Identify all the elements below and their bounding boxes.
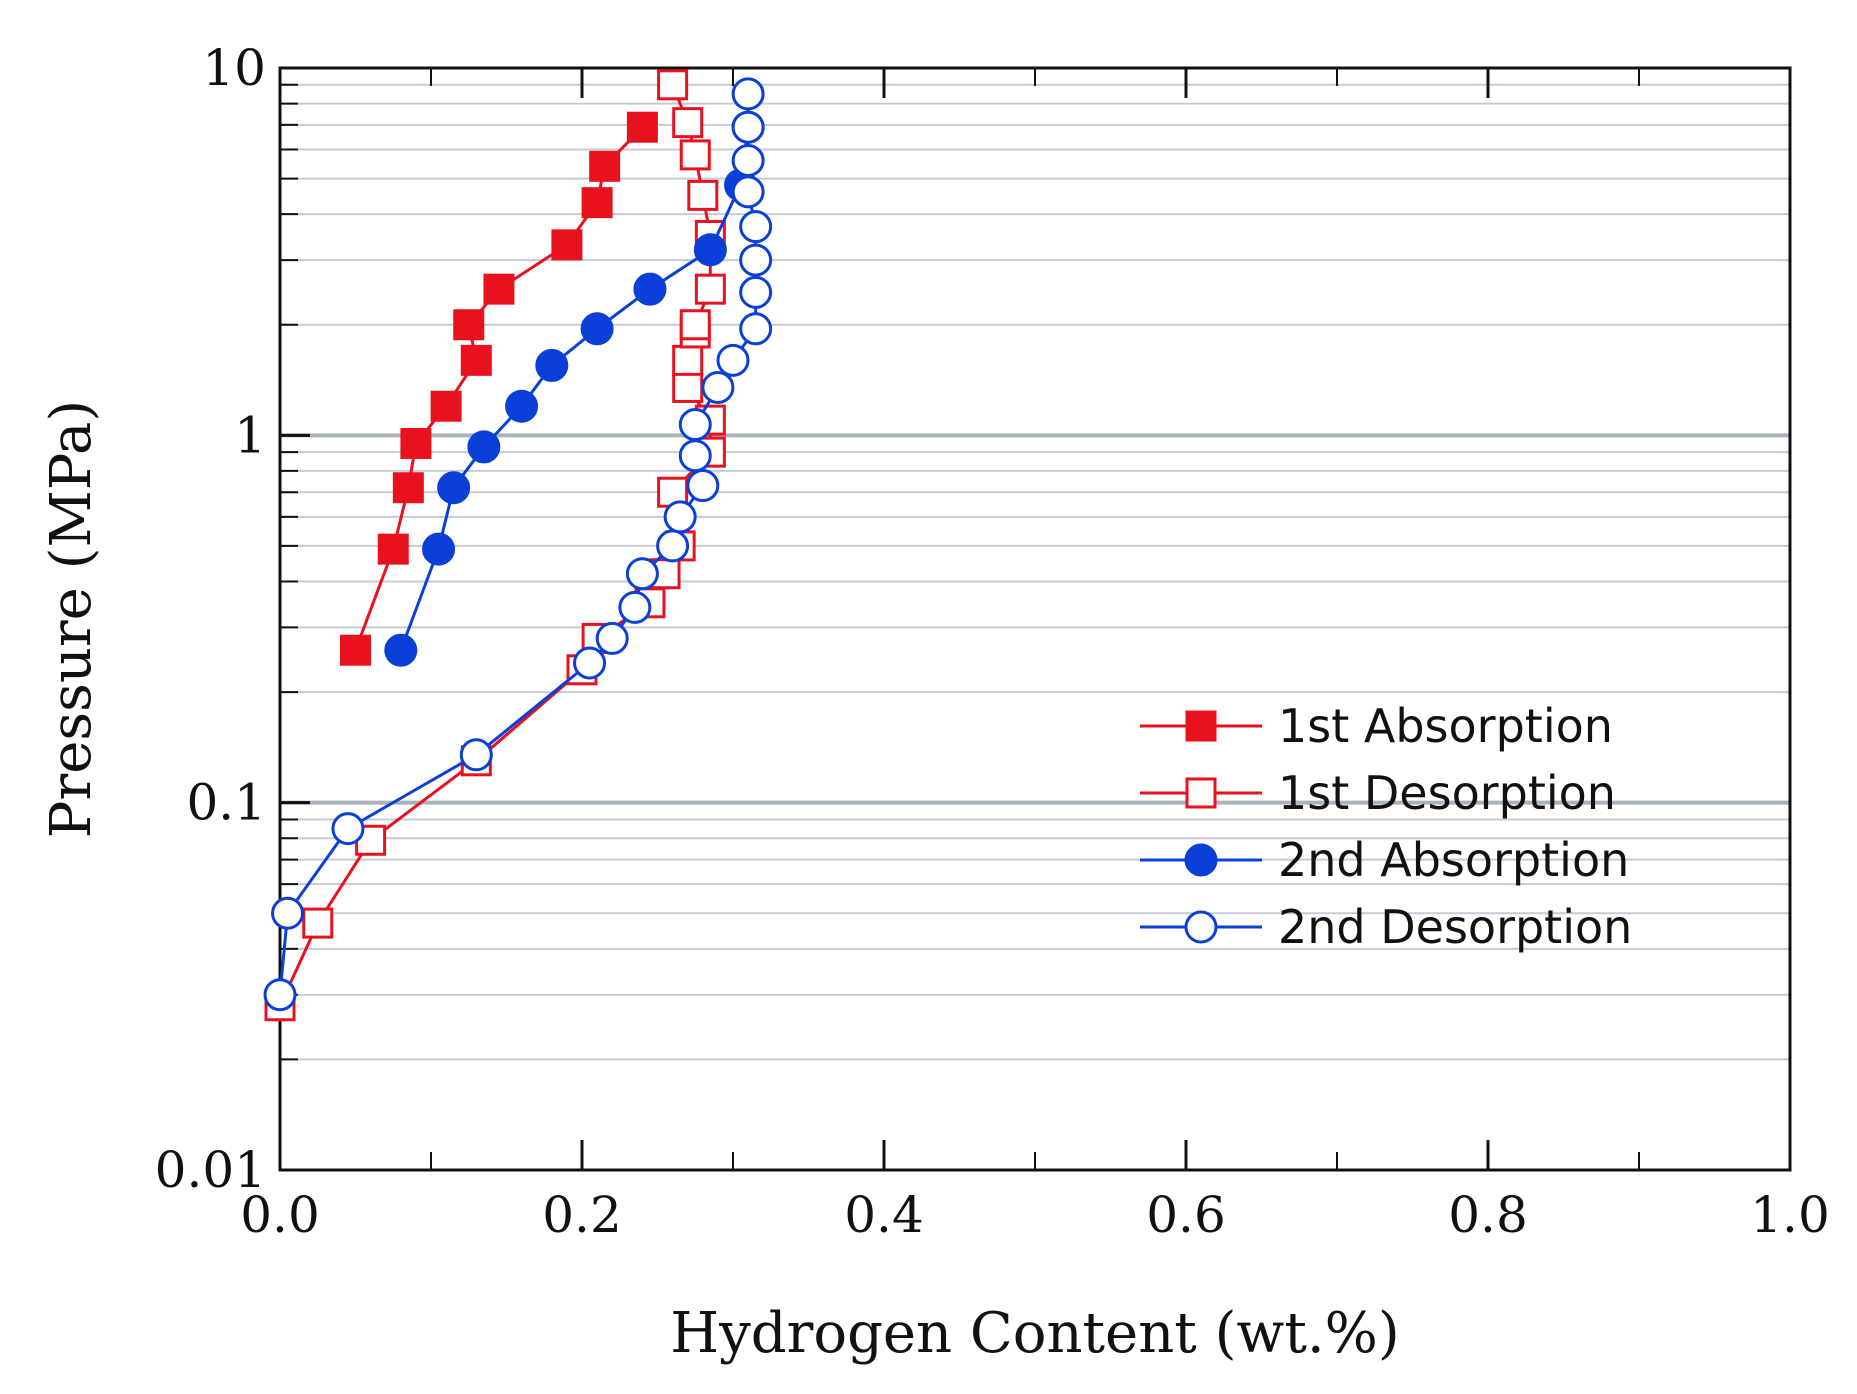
- data-point: [678, 439, 712, 473]
- y-tick-label: 0.1: [186, 774, 266, 832]
- data-point: [672, 107, 704, 139]
- data-point: [694, 273, 726, 305]
- data-point: [377, 533, 409, 565]
- data-point: [581, 187, 613, 219]
- data-point: [505, 389, 539, 423]
- series-1st-absorption: [340, 111, 658, 666]
- legend-marker: [1185, 710, 1217, 742]
- x-tick-label: 0.6: [1146, 1186, 1226, 1244]
- data-point: [731, 110, 765, 144]
- data-point: [687, 179, 719, 211]
- data-point: [437, 471, 471, 505]
- legend-label: 1st Absorption: [1278, 699, 1613, 753]
- legend-item: 1st Absorption: [1140, 699, 1613, 753]
- legend-marker: [1185, 777, 1217, 809]
- data-point: [384, 633, 418, 667]
- data-point: [263, 978, 297, 1012]
- series-2nd-absorption: [384, 110, 765, 667]
- data-point: [551, 229, 583, 261]
- data-point: [460, 344, 492, 376]
- data-point: [656, 529, 690, 563]
- data-point: [739, 210, 773, 244]
- data-point: [731, 175, 765, 209]
- x-tick-label: 0.0: [240, 1186, 320, 1244]
- series-2nd-desorption: [263, 77, 773, 1012]
- data-point: [626, 111, 658, 143]
- data-point: [625, 557, 659, 591]
- legend-marker: [1184, 843, 1218, 877]
- legend-item: 2nd Desorption: [1140, 900, 1632, 954]
- legend: 1st Absorption 1st Desorption 2nd Absorpti…: [1140, 699, 1632, 954]
- data-point: [595, 621, 629, 655]
- y-tick-label: 10: [202, 39, 266, 97]
- tick-layer: [278, 66, 1792, 1172]
- data-point: [459, 738, 493, 772]
- legend-item: 2nd Absorption: [1140, 833, 1629, 887]
- data-point: [580, 312, 614, 346]
- data-point: [657, 69, 689, 101]
- data-point: [573, 646, 607, 680]
- legend-label: 1st Desorption: [1278, 766, 1616, 820]
- data-point: [453, 309, 485, 341]
- data-point: [271, 896, 305, 930]
- data-point: [701, 370, 735, 404]
- data-point: [731, 143, 765, 177]
- data-point: [672, 371, 704, 403]
- legend-marker: [1184, 910, 1218, 944]
- grid-layer: [280, 83, 1790, 1061]
- data-point: [686, 469, 720, 503]
- data-point: [589, 150, 621, 182]
- data-point: [679, 309, 711, 341]
- data-point: [693, 233, 727, 267]
- plot-frame: [278, 66, 1792, 1172]
- data-point: [716, 343, 750, 377]
- data-point: [739, 312, 773, 346]
- data-point: [739, 243, 773, 277]
- data-point: [672, 344, 704, 376]
- label-layer: 0.01 0.1 1 10 0.0 0.2 0.4 0.6 0.8 1.0: [155, 39, 1830, 1244]
- data-point: [678, 408, 712, 442]
- data-point: [739, 275, 773, 309]
- series-layer: [263, 69, 773, 1022]
- y-axis-title: Pressure (MPa): [39, 400, 104, 838]
- legend-label: 2nd Absorption: [1278, 833, 1629, 887]
- data-point: [633, 272, 667, 306]
- y-tick-label: 0.01: [155, 1141, 266, 1199]
- data-point: [679, 139, 711, 171]
- data-point: [331, 812, 365, 846]
- y-tick-label: 1: [234, 406, 266, 464]
- x-tick-label: 0.4: [844, 1186, 924, 1244]
- data-point: [302, 907, 334, 939]
- legend-item: 1st Desorption: [1140, 766, 1616, 820]
- data-point: [618, 590, 652, 624]
- data-point: [430, 390, 462, 422]
- data-point: [663, 500, 697, 534]
- x-tick-label: 1.0: [1750, 1186, 1830, 1244]
- data-point: [392, 472, 424, 504]
- data-point: [731, 77, 765, 111]
- data-point: [340, 634, 371, 666]
- data-point: [400, 428, 432, 460]
- data-point: [535, 348, 569, 382]
- data-point: [483, 273, 515, 305]
- data-point: [422, 532, 456, 566]
- legend-label: 2nd Desorption: [1278, 900, 1632, 954]
- x-tick-label: 0.2: [542, 1186, 622, 1244]
- x-axis-title: Hydrogen Content (wt.%): [670, 1301, 1399, 1366]
- x-tick-label: 0.8: [1448, 1186, 1528, 1244]
- series-line: [278, 84, 712, 1007]
- data-point: [467, 430, 501, 464]
